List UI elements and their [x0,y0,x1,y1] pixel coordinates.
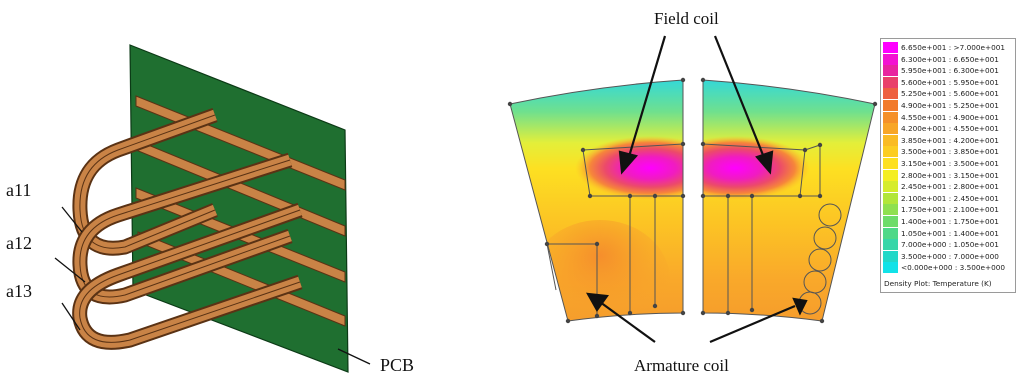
legend-range-label: 5.250e+001 : 5.600e+001 [901,89,999,99]
a12-leader-line [54,257,86,283]
legend-entry: 5.250e+001 : 5.600e+001 [883,88,999,100]
label-armature-coil: Armature coil [634,356,729,375]
legend-entry: 4.550e+001 : 4.900e+001 [883,111,999,123]
legend-range-label: 2.100e+001 : 2.450e+001 [901,193,999,203]
legend-swatch [883,250,898,262]
legend-swatch [883,227,898,239]
legend-swatch [883,88,898,100]
right-sector [703,80,875,321]
temperature-density-plot [507,35,878,344]
coil-a11 [72,107,218,256]
legend-swatch [883,158,898,169]
legend-entry: <0.000e+000 : 3.500e+000 [883,262,1006,274]
legend-swatch [883,204,898,216]
temperature-legend: 6.650e+001 : >7.000e+001 6.300e+001 : 6.6… [880,38,1016,293]
legend-swatch [883,181,898,193]
legend-swatch [883,192,898,204]
legend-range-label: 7.000e+000 : 1.050e+001 [901,240,999,250]
legend-range-label: 4.900e+001 : 5.250e+001 [901,101,999,110]
legend-range-label: 1.750e+001 : 2.100e+001 [901,205,999,215]
legend-entry: 2.450e+001 : 2.800e+001 [883,181,999,193]
legend-swatch [883,169,898,181]
legend-entry: 6.300e+001 : 6.650e+001 [883,53,999,65]
legend-entry: 6.650e+001 : >7.000e+001 [883,42,1005,53]
coil-a13 [72,202,303,350]
legend-range-label: 3.500e+001 : 3.850e+001 [901,147,999,157]
legend-range-label: 1.050e+001 : 1.400e+001 [901,228,999,238]
legend-entry: 2.800e+001 : 3.150e+001 [883,169,999,181]
legend-entry: 3.500e+001 : 3.850e+001 [883,146,999,158]
legend-swatch [883,216,898,227]
legend-swatch [883,239,898,251]
coil-pcb-illustration [54,44,371,373]
legend-swatch [883,100,898,111]
label-a11: a11 [6,180,32,200]
legend-swatch [883,42,898,53]
legend-swatch [883,111,898,123]
legend-swatch [883,123,898,135]
legend-range-label: 2.800e+001 : 3.150e+001 [901,170,999,180]
pcb-leader-line [337,348,371,365]
legend-entry: 3.150e+001 : 3.500e+001 [883,158,999,169]
legend-entry: 1.050e+001 : 1.400e+001 [883,227,999,239]
armature-conductors [798,203,842,315]
legend-range-label: 4.550e+001 : 4.900e+001 [901,112,999,122]
label-field-coil: Field coil [654,9,719,28]
a11-leader-line [61,206,83,233]
legend-swatch [883,146,898,158]
legend-range-label: 5.600e+001 : 5.950e+001 [901,77,999,87]
legend-range-label: 3.500e+000 : 7.000e+000 [901,251,999,261]
coil-a12 [72,152,293,305]
legend-entry: 4.900e+001 : 5.250e+001 [883,100,999,111]
legend-range-label: 1.400e+001 : 1.750e+001 [901,217,999,226]
legend-swatch [883,134,898,146]
legend-entry: 1.750e+001 : 2.100e+001 [883,204,999,216]
legend-entry: 5.600e+001 : 5.950e+001 [883,76,999,88]
label-pcb: PCB [380,355,415,375]
legend-swatch [883,262,898,274]
annotation-arrows [585,35,808,344]
legend-range-label: 6.650e+001 : >7.000e+001 [901,43,1006,52]
legend-entry: 7.000e+000 : 1.050e+001 [883,239,999,251]
legend-entry: 1.400e+001 : 1.750e+001 [883,216,999,227]
legend-range-label: 3.850e+001 : 4.200e+001 [901,135,999,145]
legend-range-label: <0.000e+000 : 3.500e+000 [901,263,1006,273]
legend-range-label: 5.950e+001 : 6.300e+001 [901,66,999,76]
label-a12: a12 [6,233,32,253]
legend-entry: 5.950e+001 : 6.300e+001 [883,65,999,77]
legend-caption: Density Plot: Temperature (K) [884,279,992,288]
legend-range-label: 3.150e+001 : 3.500e+001 [901,159,999,168]
legend-swatch [883,53,898,65]
legend-entry: 3.500e+000 : 7.000e+000 [883,250,999,262]
legend-swatch [883,76,898,88]
legend-entry: 3.850e+001 : 4.200e+001 [883,134,999,146]
legend-entry: 2.100e+001 : 2.450e+001 [883,192,999,204]
a13-leader-line [61,302,81,331]
legend-range-label: 6.300e+001 : 6.650e+001 [901,54,999,64]
legend-swatch [883,65,898,77]
legend-range-label: 2.450e+001 : 2.800e+001 [901,182,999,192]
mesh-nodes [507,77,878,324]
label-a13: a13 [6,281,32,301]
left-sector [510,80,683,321]
legend-entry: 4.200e+001 : 4.550e+001 [883,123,999,135]
legend-range-label: 4.200e+001 : 4.550e+001 [901,124,999,134]
